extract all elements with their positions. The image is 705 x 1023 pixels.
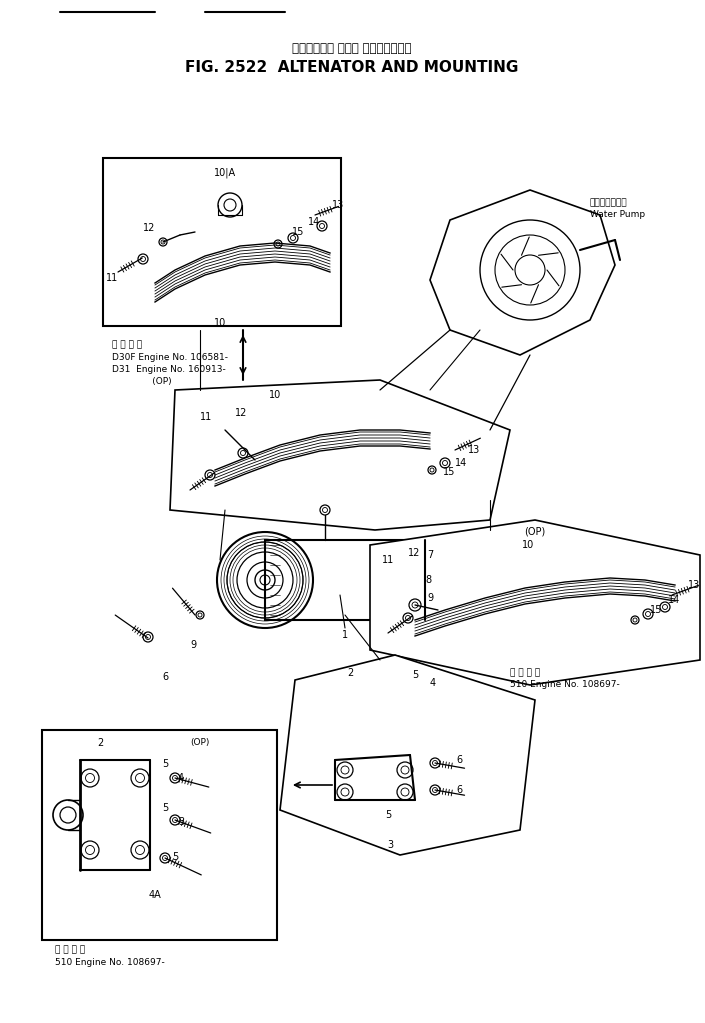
Text: 15: 15	[292, 227, 305, 237]
Bar	[42, 730, 277, 940]
Text: 10: 10	[269, 390, 281, 400]
Text: 15: 15	[443, 468, 455, 477]
Text: 13: 13	[468, 445, 480, 455]
Text: 6: 6	[456, 785, 462, 795]
Text: 5: 5	[172, 852, 178, 862]
Text: 5: 5	[385, 810, 391, 820]
Text: 11: 11	[382, 555, 394, 565]
Text: 4: 4	[178, 773, 184, 783]
Text: 13: 13	[688, 580, 700, 590]
Text: オルタネータ および マウンティング: オルタネータ および マウンティング	[293, 42, 412, 55]
Text: 10: 10	[522, 540, 534, 550]
Text: 7: 7	[427, 550, 434, 560]
Text: ウォータポンプ: ウォータポンプ	[590, 198, 627, 207]
Text: 6: 6	[456, 755, 462, 765]
Polygon shape	[430, 190, 615, 355]
Text: 14: 14	[308, 217, 320, 227]
Polygon shape	[170, 380, 510, 530]
Bar	[103, 158, 341, 326]
Text: 8: 8	[425, 575, 431, 585]
Text: 10: 10	[214, 318, 226, 328]
Text: 適 用 号 機: 適 用 号 機	[55, 945, 85, 954]
Text: (OP): (OP)	[112, 377, 171, 386]
Polygon shape	[280, 655, 535, 855]
Text: 6: 6	[162, 672, 168, 682]
Text: 3: 3	[387, 840, 393, 850]
Text: 11: 11	[200, 412, 212, 422]
Text: 9: 9	[190, 640, 196, 650]
Text: D31  Engine No. 160913-: D31 Engine No. 160913-	[112, 365, 226, 374]
Text: 5: 5	[161, 803, 168, 813]
Text: 11: 11	[106, 273, 118, 283]
Text: 510 Engine No. 108697-: 510 Engine No. 108697-	[510, 680, 620, 690]
Text: 2: 2	[97, 738, 103, 748]
Polygon shape	[370, 520, 700, 685]
Text: 510 Engine No. 108697-: 510 Engine No. 108697-	[55, 958, 165, 967]
Text: D30F Engine No. 106581-: D30F Engine No. 106581-	[112, 353, 228, 362]
Text: (OP): (OP)	[190, 738, 209, 747]
Text: Water Pump: Water Pump	[590, 210, 645, 219]
Text: 2: 2	[347, 668, 353, 678]
Text: 4: 4	[430, 678, 436, 688]
Text: (OP): (OP)	[525, 527, 546, 537]
Text: 14: 14	[668, 595, 680, 605]
Text: 12: 12	[142, 223, 155, 233]
Text: 4A: 4A	[149, 890, 161, 900]
Text: 12: 12	[235, 408, 247, 418]
Text: 9: 9	[427, 593, 433, 603]
Text: 3: 3	[178, 817, 184, 827]
Text: 12: 12	[408, 548, 420, 558]
Text: 10|A: 10|A	[214, 168, 236, 178]
Text: 15: 15	[650, 605, 663, 615]
Text: 14: 14	[455, 458, 467, 468]
Bar	[265, 540, 425, 620]
Text: 適 用 号 機: 適 用 号 機	[112, 340, 142, 349]
Text: FIG. 2522  ALTENATOR AND MOUNTING: FIG. 2522 ALTENATOR AND MOUNTING	[185, 60, 519, 75]
Text: 5: 5	[412, 670, 418, 680]
Text: 5: 5	[161, 759, 168, 769]
Text: 1: 1	[342, 630, 348, 640]
Text: 13: 13	[332, 201, 344, 210]
Text: 適 用 号 機: 適 用 号 機	[510, 668, 540, 677]
